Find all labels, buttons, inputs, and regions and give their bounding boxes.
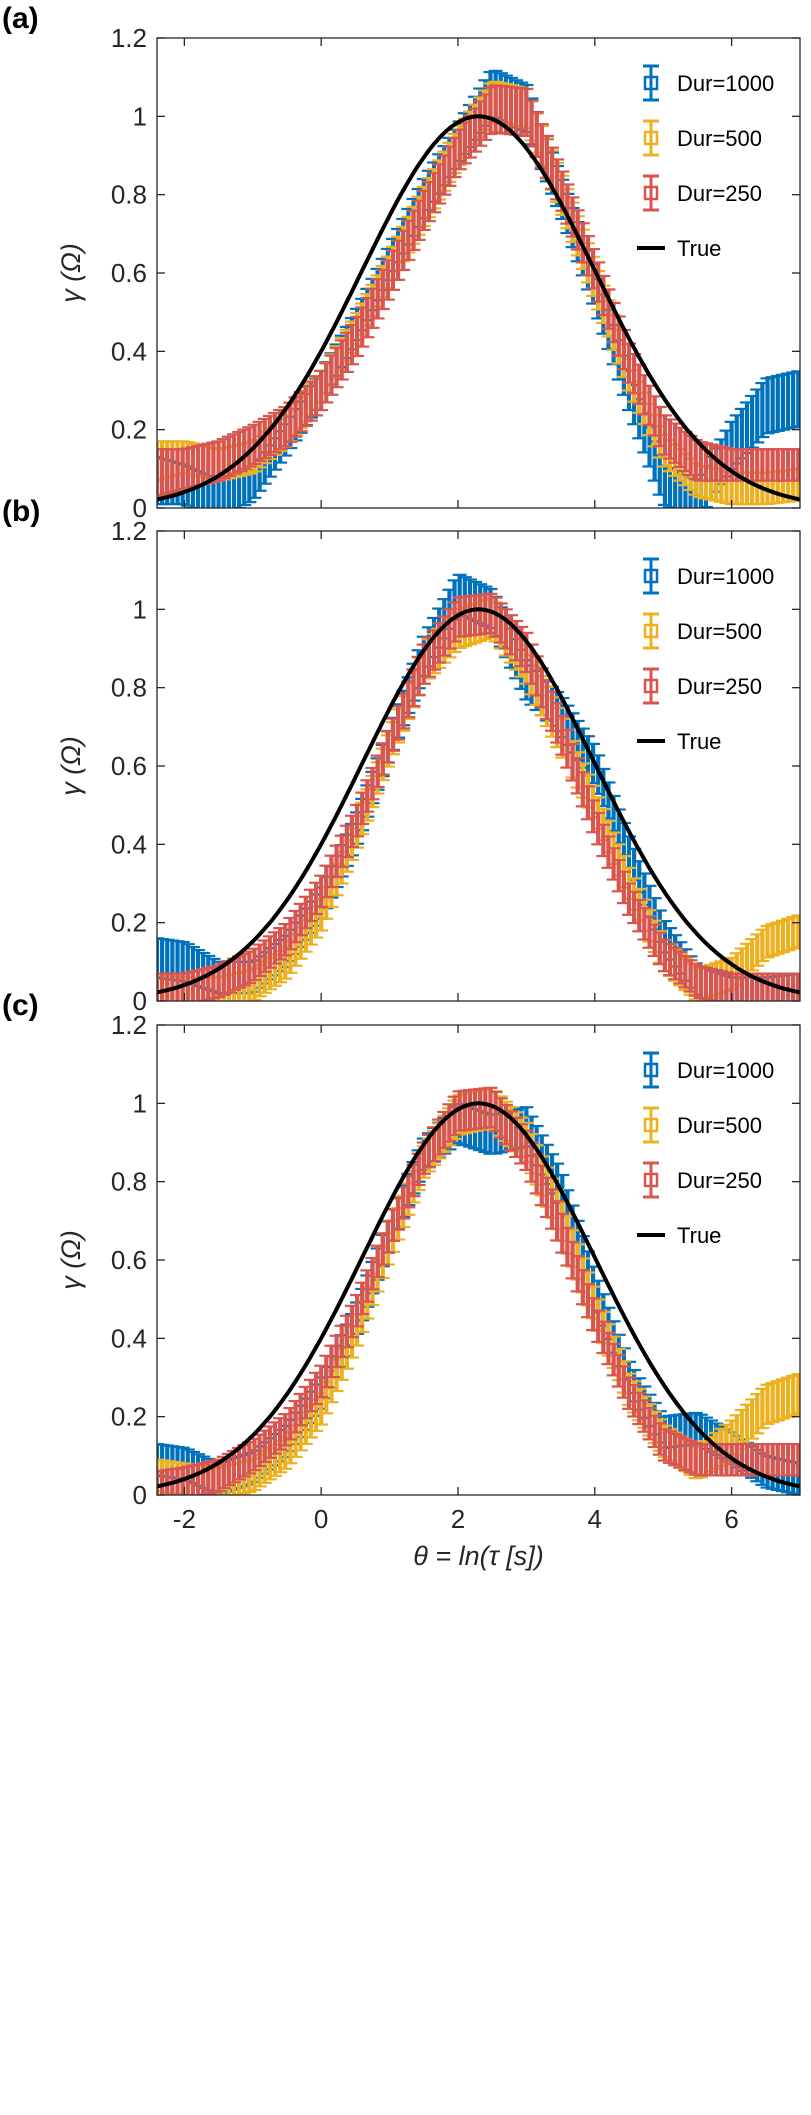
y-tick-label: 1.2: [111, 23, 147, 53]
true-curve: [157, 607, 800, 995]
y-tick-label: 0.8: [111, 1167, 147, 1197]
plot-area: [157, 69, 800, 508]
legend-marker: [643, 568, 659, 584]
legend-label: Dur=500: [677, 126, 762, 151]
y-tick-label: 0.2: [111, 415, 147, 445]
legend-label: Dur=500: [677, 619, 762, 644]
legend-label: True: [677, 729, 721, 754]
panel-label: (a): [2, 2, 39, 35]
chart-panel-3: 0 0.2 0.4 0.6 0.8 1 1.2 -2 0 2 4 6 (c) γ (Ω) θ = ln(τ …: [2, 989, 801, 1571]
x-axis-label: θ = ln(τ [s]): [413, 1541, 544, 1571]
legend-marker: [643, 1062, 659, 1078]
y-tick-label: 0.6: [111, 258, 147, 288]
legend-marker: [643, 75, 659, 91]
y-tick-label: 0.8: [111, 673, 147, 703]
x-tick-label: 4: [588, 1504, 602, 1534]
legend: Dur=1000 Dur=500 Dur=250 True: [637, 64, 774, 261]
y-tick-label: 0.6: [111, 1245, 147, 1275]
y-axis-label: γ (Ω): [56, 243, 86, 303]
y-tick-label: 0: [133, 493, 147, 523]
true-curve: [157, 114, 800, 502]
x-tick-label: -2: [173, 1504, 196, 1534]
y-tick-label: 0.6: [111, 751, 147, 781]
panel-label: (b): [2, 495, 40, 528]
y-tick-label: 0: [133, 986, 147, 1016]
legend-label: True: [677, 1223, 721, 1248]
y-tick-label: 1: [133, 594, 147, 624]
y-tick-label: 0.4: [111, 1323, 147, 1353]
legend-label: Dur=250: [677, 1168, 762, 1193]
y-tick-label: 1: [133, 101, 147, 131]
y-tick-label: 0.2: [111, 908, 147, 938]
legend-marker: [643, 623, 659, 639]
true-curve: [157, 1101, 800, 1489]
x-tick-label: 2: [451, 1504, 465, 1534]
plot-area: [157, 1086, 800, 1495]
y-axis-label: γ (Ω): [56, 736, 86, 796]
legend-label: Dur=250: [677, 181, 762, 206]
plot-area: [157, 573, 800, 1001]
legend-label: True: [677, 236, 721, 261]
y-tick-label: 1.2: [111, 516, 147, 546]
y-tick-label: 0.8: [111, 180, 147, 210]
legend-marker: [643, 1172, 659, 1188]
y-tick-label: 1.2: [111, 1010, 147, 1040]
legend-label: Dur=250: [677, 674, 762, 699]
y-tick-label: 0.2: [111, 1402, 147, 1432]
series-dur-250: [157, 1086, 800, 1495]
y-tick-label: 0.4: [111, 336, 147, 366]
legend-label: Dur=1000: [677, 1058, 774, 1083]
legend: Dur=1000 Dur=500 Dur=250 True: [637, 557, 774, 754]
legend-marker: [643, 1117, 659, 1133]
y-tick-label: 0.4: [111, 829, 147, 859]
panel-label: (c): [2, 989, 39, 1022]
y-axis-label: γ (Ω): [56, 1230, 86, 1290]
legend-label: Dur=1000: [677, 71, 774, 96]
x-tick-label: 0: [314, 1504, 328, 1534]
y-tick-label: 1: [133, 1088, 147, 1118]
y-tick-label: 0: [133, 1480, 147, 1510]
legend-marker: [643, 185, 659, 201]
legend: Dur=1000 Dur=500 Dur=250 True: [637, 1051, 774, 1248]
legend-marker: [643, 678, 659, 694]
legend-label: Dur=500: [677, 1113, 762, 1138]
legend-label: Dur=1000: [677, 564, 774, 589]
x-tick-label: 6: [724, 1504, 738, 1534]
legend-marker: [643, 130, 659, 146]
chart-panel-2: 0 0.2 0.4 0.6 0.8 1 1.2 (b) γ (Ω) Dur=1000 Dur=500…: [2, 495, 801, 1016]
chart-panel-1: 0 0.2 0.4 0.6 0.8 1 1.2 (a) γ (Ω) Dur=1000 Dur=500…: [2, 2, 801, 523]
